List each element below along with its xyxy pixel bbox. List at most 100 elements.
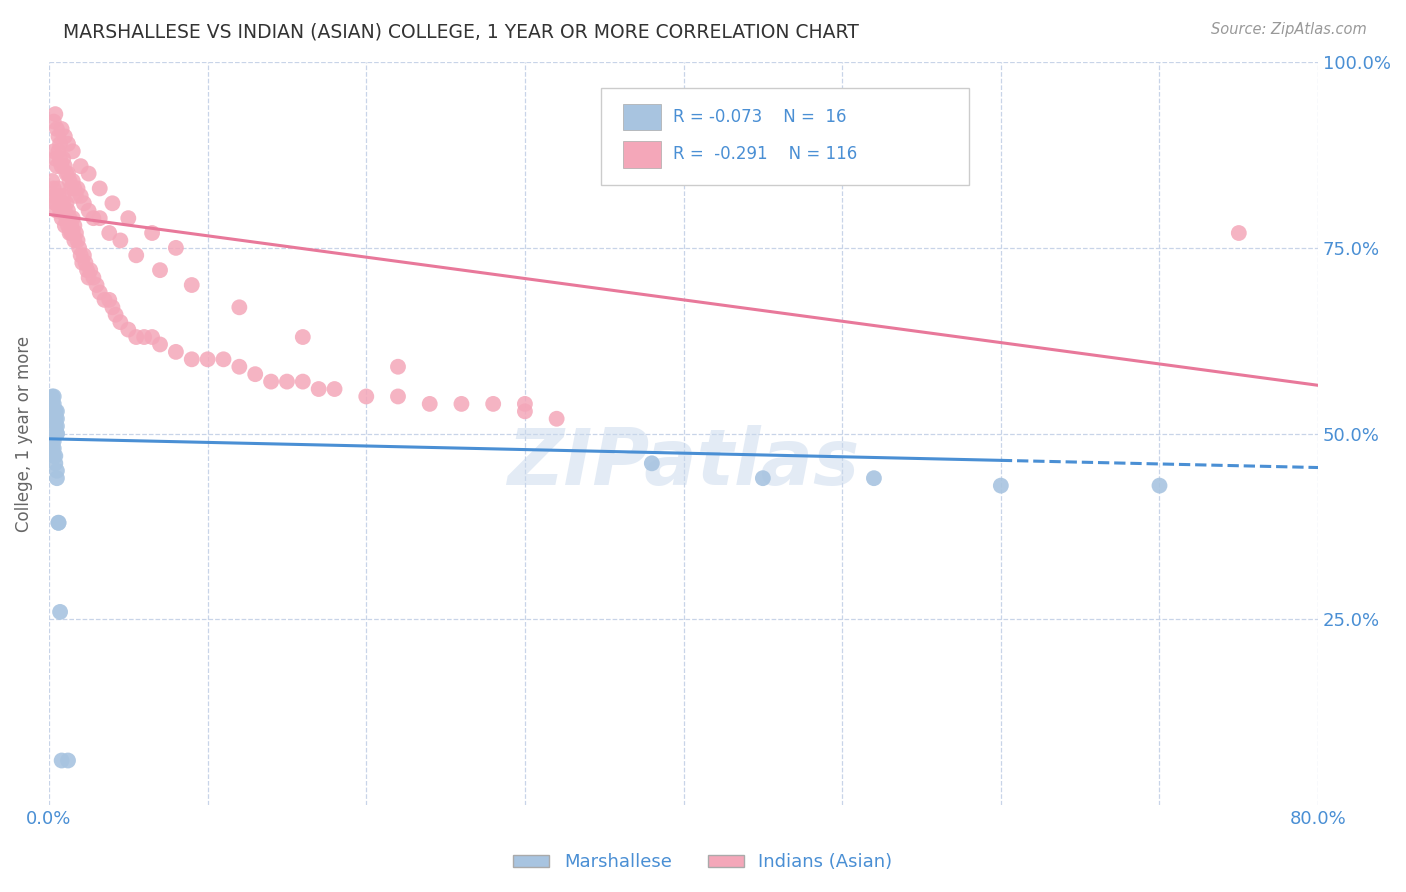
Point	[66, 234, 89, 248]
FancyBboxPatch shape	[623, 141, 661, 168]
Point	[42, 189, 65, 203]
Point	[45, 159, 67, 173]
Point	[44, 107, 66, 121]
Point	[86, 278, 108, 293]
Point	[45, 426, 67, 441]
Point	[1227, 226, 1250, 240]
Point	[49, 136, 72, 151]
Point	[323, 382, 346, 396]
Point	[45, 464, 67, 478]
Text: Source: ZipAtlas.com: Source: ZipAtlas.com	[1211, 22, 1367, 37]
Point	[77, 270, 100, 285]
Text: R = -0.073    N =  16: R = -0.073 N = 16	[673, 108, 846, 126]
Point	[42, 389, 65, 403]
Point	[69, 189, 91, 203]
Point	[44, 404, 66, 418]
Point	[641, 456, 664, 470]
Point	[41, 397, 63, 411]
Point	[56, 136, 79, 151]
Point	[63, 219, 86, 233]
Point	[60, 219, 83, 233]
Point	[42, 449, 65, 463]
Point	[245, 367, 267, 381]
Point	[62, 211, 84, 226]
Point	[42, 114, 65, 128]
Point	[149, 263, 172, 277]
Point	[62, 145, 84, 159]
Point	[180, 352, 202, 367]
Point	[41, 404, 63, 418]
Point	[56, 167, 79, 181]
Point	[356, 389, 378, 403]
Point	[93, 293, 115, 307]
Point	[212, 352, 235, 367]
Point	[56, 219, 79, 233]
Point	[165, 344, 187, 359]
Point	[308, 382, 330, 396]
Point	[104, 308, 127, 322]
Point	[117, 211, 139, 226]
Point	[73, 248, 96, 262]
Point	[45, 203, 67, 218]
Point	[69, 159, 91, 173]
Point	[387, 389, 409, 403]
Point	[45, 404, 67, 418]
Point	[44, 449, 66, 463]
Point	[53, 219, 76, 233]
Point	[76, 263, 98, 277]
Point	[52, 189, 75, 203]
Point	[48, 189, 70, 203]
Point	[56, 754, 79, 768]
Point	[44, 404, 66, 418]
Point	[89, 181, 111, 195]
Point	[42, 411, 65, 425]
Point	[48, 181, 70, 195]
Point	[53, 159, 76, 173]
Point	[291, 330, 314, 344]
Point	[52, 196, 75, 211]
Point	[63, 234, 86, 248]
Point	[72, 256, 94, 270]
Point	[49, 203, 72, 218]
Point	[45, 419, 67, 434]
Point	[513, 397, 536, 411]
Point	[44, 419, 66, 434]
Point	[141, 226, 163, 240]
Point	[58, 211, 80, 226]
Point	[42, 404, 65, 418]
Point	[65, 226, 87, 240]
Legend: Marshallese, Indians (Asian): Marshallese, Indians (Asian)	[506, 847, 900, 879]
Point	[60, 226, 83, 240]
Y-axis label: College, 1 year or more: College, 1 year or more	[15, 335, 32, 532]
Point	[41, 389, 63, 403]
Point	[117, 323, 139, 337]
Point	[48, 516, 70, 530]
Point	[48, 129, 70, 144]
Point	[450, 397, 472, 411]
Point	[56, 203, 79, 218]
Point	[58, 174, 80, 188]
Point	[546, 411, 568, 425]
Point	[41, 411, 63, 425]
Point	[48, 145, 70, 159]
Point	[53, 203, 76, 218]
Point	[44, 196, 66, 211]
Point	[79, 263, 101, 277]
Point	[44, 411, 66, 425]
Point	[101, 301, 124, 315]
Point	[55, 196, 77, 211]
Point	[197, 352, 219, 367]
FancyBboxPatch shape	[600, 88, 969, 185]
Point	[98, 226, 121, 240]
Point	[77, 203, 100, 218]
Point	[101, 196, 124, 211]
Point	[45, 411, 67, 425]
Point	[51, 203, 73, 218]
Point	[45, 471, 67, 485]
Point	[49, 152, 72, 166]
Point	[42, 442, 65, 456]
Point	[58, 226, 80, 240]
FancyBboxPatch shape	[623, 103, 661, 130]
Point	[165, 241, 187, 255]
Point	[52, 152, 75, 166]
